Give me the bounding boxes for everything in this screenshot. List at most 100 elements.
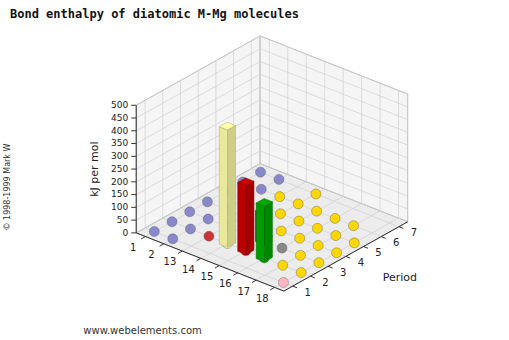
grid-line — [198, 71, 199, 199]
bar — [219, 122, 235, 247]
z-tick — [131, 130, 136, 131]
floor-dot — [295, 250, 305, 260]
grid-line — [343, 69, 344, 197]
grid-line — [361, 76, 362, 204]
floor-dot — [312, 206, 322, 216]
grid-line — [145, 100, 146, 228]
bar — [238, 178, 254, 255]
y-tick-label: 6 — [393, 237, 399, 248]
z-tick — [131, 156, 136, 157]
grid-line — [251, 41, 252, 169]
floor-dot — [332, 248, 342, 258]
x-tick-label: 17 — [237, 286, 250, 297]
floor-dot — [330, 213, 340, 223]
x-tick-label: 2 — [148, 249, 154, 260]
z-axis-title: kJ per mol — [88, 141, 101, 196]
z-tick-label: 50 — [117, 215, 129, 225]
floor-dot — [275, 192, 285, 202]
grid-line — [215, 61, 216, 189]
z-tick — [131, 169, 136, 170]
grid-line — [163, 218, 311, 276]
floor-dot — [167, 217, 177, 227]
grid-line — [398, 90, 399, 218]
z-tick — [131, 220, 136, 221]
floor-dot — [311, 189, 321, 199]
z-tick-label: 200 — [111, 177, 128, 187]
z-tick-label: 150 — [111, 189, 128, 199]
grid-line — [162, 90, 163, 218]
z-tick-label: 250 — [111, 164, 128, 174]
z-tick-label: 400 — [111, 126, 128, 136]
floor-dot — [295, 233, 305, 243]
grid-line — [260, 113, 408, 171]
floor-dot — [149, 227, 159, 237]
z-tick-label: 300 — [111, 151, 128, 161]
y-tick-label: 4 — [358, 257, 364, 268]
z-tick — [131, 181, 136, 182]
z-tick — [131, 232, 136, 233]
y-tick — [328, 266, 332, 268]
floor-dot — [256, 184, 266, 194]
grid-line — [260, 151, 408, 209]
floor-dot — [185, 207, 195, 217]
floor-dot — [185, 224, 195, 234]
z-tick-label: 100 — [111, 202, 128, 212]
floor-dot — [278, 277, 288, 287]
grid-line — [260, 49, 408, 107]
grid-line — [269, 40, 270, 168]
bar-face-top — [238, 178, 254, 186]
annotation: www.webelements.com — [83, 325, 201, 336]
grid-line — [260, 164, 408, 222]
z-tick — [131, 194, 136, 195]
grid-line — [287, 47, 288, 175]
grid — [136, 36, 408, 287]
grid-line — [306, 54, 307, 182]
y-tick-label: 3 — [340, 267, 346, 278]
z-tick — [131, 118, 136, 119]
x-tick-label: 16 — [219, 278, 232, 289]
x-tick — [270, 287, 274, 289]
floor-dot — [256, 167, 266, 177]
y-tick-label: 7 — [411, 227, 417, 238]
x-tick — [141, 237, 145, 239]
floor-dot — [314, 258, 324, 268]
y-tick — [381, 237, 385, 239]
floor-dot — [277, 243, 287, 253]
dots — [149, 167, 359, 287]
grid-line — [380, 83, 381, 211]
z-tick — [131, 207, 136, 208]
y-pane — [260, 36, 408, 222]
floor-dot — [278, 260, 288, 270]
floor-dot — [202, 197, 212, 207]
title: Bond enthalpy of diatomic M-Mg molecules — [10, 7, 299, 21]
grid-line — [251, 169, 399, 227]
y-tick — [364, 246, 368, 248]
axes — [136, 105, 408, 291]
bar-face-top — [219, 122, 235, 130]
floor-dot — [204, 231, 214, 241]
x-tick-label: 18 — [256, 293, 269, 304]
floor-dot — [313, 240, 323, 250]
grid-line — [260, 100, 408, 158]
plot-area — [149, 122, 359, 287]
ticks: 1213141516171812345670501001502002503003… — [111, 100, 417, 304]
y-tick — [399, 227, 403, 229]
bar-face-y — [219, 127, 227, 248]
floor-dot — [203, 214, 213, 224]
z-tick-label: 350 — [111, 138, 128, 148]
floor-dot — [275, 209, 285, 219]
bar-face-x — [264, 202, 272, 262]
chart: 1213141516171812345670501001502002503003… — [0, 0, 509, 340]
z-tick-label: 450 — [111, 113, 128, 123]
x-tick — [215, 266, 219, 268]
floor-dot — [293, 199, 303, 209]
y-tick-label: 5 — [375, 247, 381, 258]
x-tick-label: 13 — [164, 256, 177, 267]
z-tick-label: 0 — [122, 228, 128, 238]
panes — [136, 36, 408, 291]
grid-line — [260, 138, 408, 196]
floor-dot — [294, 216, 304, 226]
bar — [256, 199, 272, 262]
y-tick — [293, 286, 297, 288]
grid-line — [324, 61, 325, 189]
